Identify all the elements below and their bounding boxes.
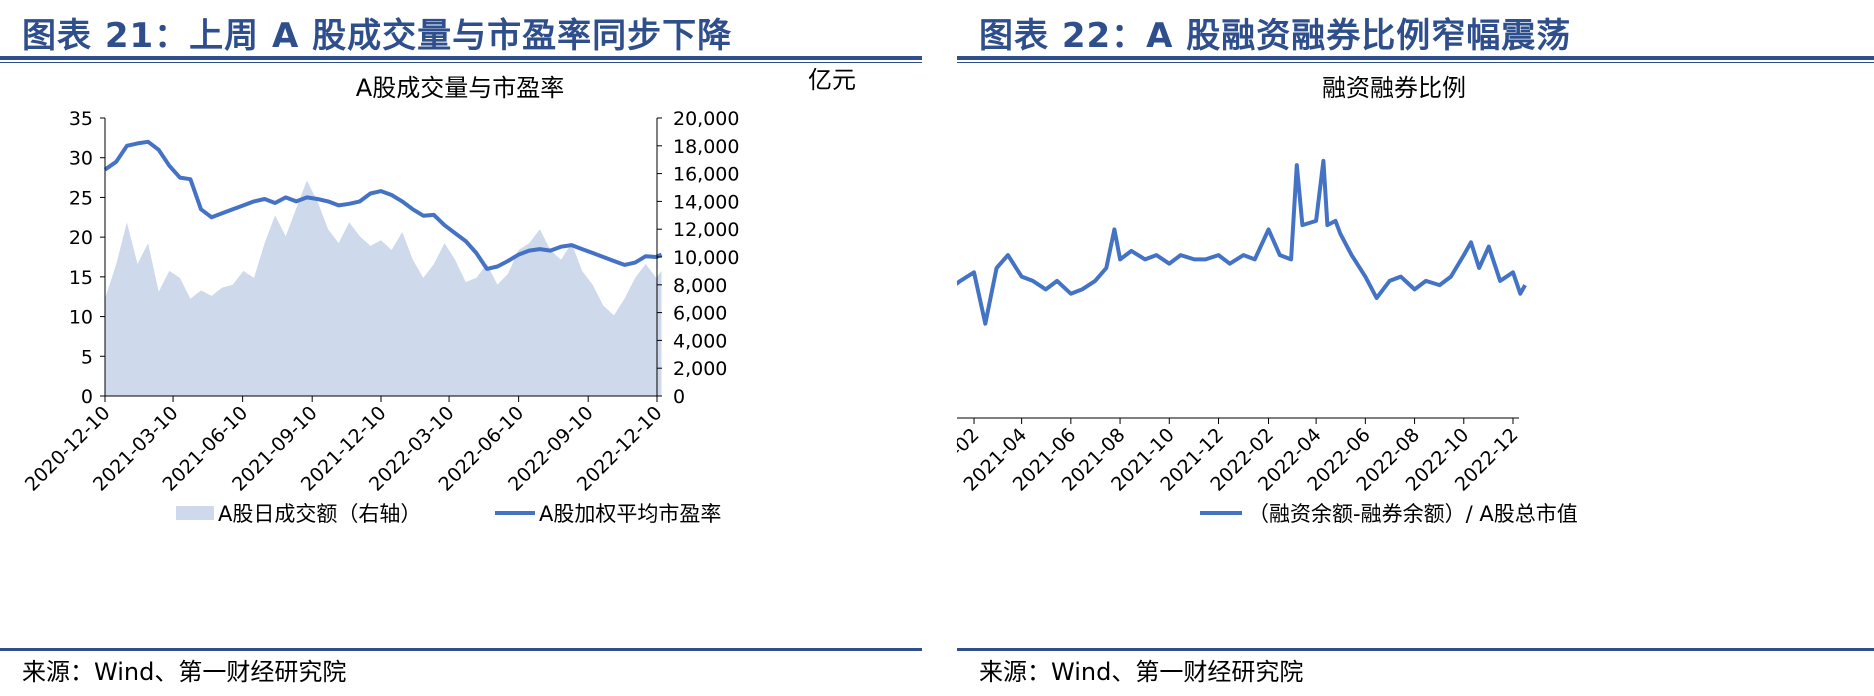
legend-label-turnover: A股日成交额（右轴）: [218, 502, 421, 526]
figure-22-panel: 图表 22：A 股融资融券比例窄幅震荡 融资融券比例 1.4%1.5%1.6%1…: [957, 0, 1874, 696]
axes: 1.4%1.5%1.6%1.7%1.8%1.9%2.0%2.1%2020-122…: [957, 417, 1523, 496]
right-tick-label: 0: [673, 386, 685, 408]
left-tick-label: 0: [81, 386, 93, 408]
source-rule: [0, 648, 922, 651]
pe-line: [103, 139, 663, 271]
left-tick-label: 35: [69, 108, 93, 130]
right-tick-label: 14,000: [673, 191, 739, 213]
right-tick-label: 4,000: [673, 330, 727, 352]
title-rule: [0, 56, 922, 60]
right-tick-label: 18,000: [673, 136, 739, 158]
figure-21-panel: 图表 21：上周 A 股成交量与市盈率同步下降 A股成交量与市盈率 亿元 0 5 1…: [0, 0, 922, 696]
right-tick-label: 12,000: [673, 219, 739, 241]
legend: A股日成交额（右轴） A股加权平均市盈率: [176, 502, 721, 526]
right-tick-label: 2,000: [673, 358, 727, 380]
source-note: 来源：Wind、第一财经研究院: [22, 658, 347, 686]
right-tick-label: 10,000: [673, 247, 739, 269]
source-rule: [957, 648, 1874, 651]
chart-title: 融资融券比例: [1322, 74, 1466, 102]
right-tick-label: 6,000: [673, 303, 727, 325]
left-tick-label: 5: [81, 346, 93, 368]
legend-label-pe: A股加权平均市盈率: [539, 502, 721, 526]
title-rule-thin: [957, 62, 1874, 63]
figure-title: 图表 21：上周 A 股成交量与市盈率同步下降: [22, 16, 733, 56]
figure-title: 图表 22：A 股融资融券比例窄幅震荡: [979, 16, 1572, 56]
plot-area: [957, 158, 1527, 326]
left-tick-label: 10: [69, 307, 93, 329]
legend-label-ratio: （融资余额-融券余额）/ A股总市值: [1248, 502, 1578, 526]
left-tick-label: 25: [69, 187, 93, 209]
left-tick-label: 20: [69, 227, 93, 249]
plot-area: [103, 139, 663, 396]
right-tick-label: 8,000: [673, 275, 727, 297]
title-rule: [957, 56, 1874, 60]
legend: （融资余额-融券余额）/ A股总市值: [1200, 502, 1578, 526]
margin-ratio-line: [957, 158, 1527, 326]
turnover-area: [105, 180, 662, 396]
turnover-pe-chart: A股成交量与市盈率 亿元 0 5 10 15 20 25 30 35 0 2,000 4,000 6,…: [21, 66, 856, 526]
source-note: 来源：Wind、第一财经研究院: [979, 658, 1304, 686]
right-tick-label: 16,000: [673, 164, 739, 186]
margin-ratio-chart: 融资融券比例 1.4%1.5%1.6%1.7%1.8%1.9%2.0%2.1%2…: [957, 74, 1578, 526]
title-rule-thin: [0, 62, 922, 63]
chart-title: A股成交量与市盈率: [356, 74, 564, 102]
left-tick-label: 30: [69, 148, 93, 170]
left-tick-label: 15: [69, 267, 93, 289]
legend-swatch-area: [176, 506, 214, 520]
right-tick-label: 20,000: [673, 108, 739, 130]
right-axis-unit: 亿元: [808, 66, 856, 94]
